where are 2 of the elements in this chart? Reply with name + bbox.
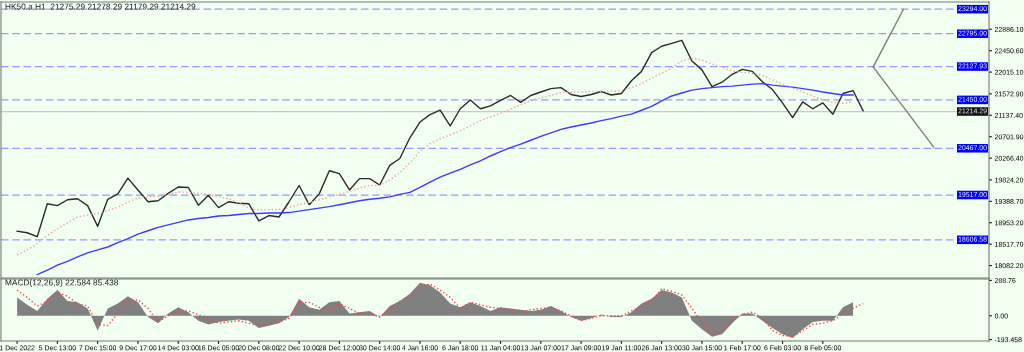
chart-title: MACD(12,26,9) 22.584 85.438: [5, 279, 119, 288]
chart-title: HK50.a,H1 21275.29 21278.29 21179.29 21214.29: [5, 3, 196, 11]
